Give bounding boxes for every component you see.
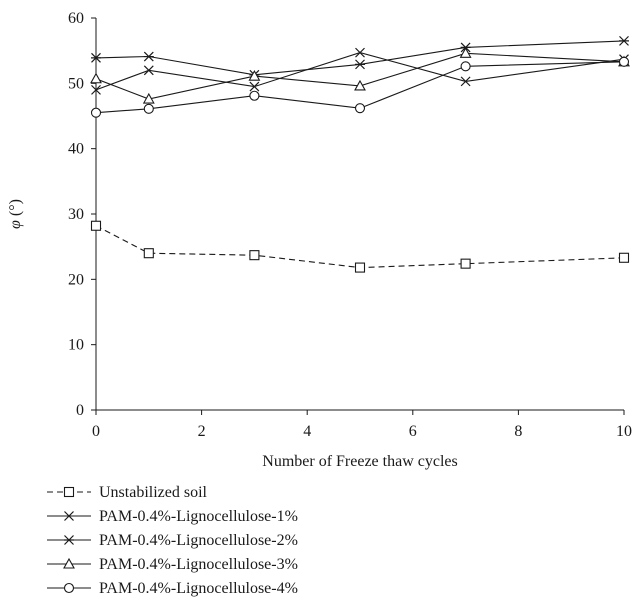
legend-marker	[63, 486, 75, 498]
data-point-marker	[91, 52, 101, 63]
data-point-marker	[248, 70, 261, 81]
data-point-marker	[143, 248, 154, 259]
legend-marker	[63, 582, 75, 594]
legend-item: PAM-0.4%-Lignocellulose-1%	[47, 508, 298, 525]
y-tick-label: 0	[76, 402, 84, 419]
data-point-marker	[459, 47, 472, 58]
data-point-marker	[460, 258, 471, 269]
y-tick-label: 60	[68, 10, 84, 27]
legend-label: PAM-0.4%-Lignocellulose-1%	[99, 508, 298, 525]
y-axis-title: φ (°)	[7, 199, 24, 229]
y-tick-label: 50	[68, 75, 84, 92]
x-tick-label: 0	[92, 423, 100, 440]
data-point-marker	[354, 79, 366, 91]
legend-label: PAM-0.4%-Lignocellulose-4%	[99, 580, 298, 597]
x-tick-label: 10	[616, 423, 632, 440]
legend-label: PAM-0.4%-Lignocellulose-2%	[99, 532, 298, 549]
legend-marker	[63, 557, 75, 569]
data-point-marker	[354, 103, 366, 114]
data-point-marker	[460, 61, 471, 72]
data-point-marker	[90, 72, 102, 84]
y-tick-label: 40	[68, 141, 84, 158]
data-point-marker	[460, 76, 471, 87]
x-tick-label: 6	[409, 423, 417, 440]
series-line	[95, 52, 625, 100]
data-point-marker	[90, 220, 102, 231]
series-line	[95, 61, 625, 114]
x-tick-label: 2	[198, 423, 206, 440]
data-point-marker	[249, 81, 260, 92]
series-line	[95, 40, 625, 76]
data-point-marker	[355, 47, 365, 58]
data-point-marker	[249, 90, 260, 101]
y-tick-label: 20	[68, 271, 84, 288]
legend: Unstabilized soil PAM-0.4%-Lignocellulose…	[47, 484, 298, 597]
data-point-marker	[618, 56, 630, 67]
data-point-marker	[142, 92, 155, 104]
legend-item: PAM-0.4%-Lignocellulose-4%	[47, 580, 298, 597]
data-point-marker	[619, 35, 629, 46]
y-tick-label: 10	[68, 337, 84, 354]
data-point-marker	[90, 107, 102, 118]
x-tick-label: 8	[514, 423, 522, 440]
y-tick-label: 30	[68, 206, 84, 223]
legend-label: PAM-0.4%-Lignocellulose-3%	[99, 556, 298, 573]
series-line	[95, 225, 625, 269]
data-point-marker	[143, 103, 154, 114]
legend-item: Unstabilized soil	[47, 484, 208, 501]
legend-marker	[64, 535, 74, 545]
legend-item: PAM-0.4%-Lignocellulose-3%	[47, 556, 298, 573]
data-point-marker	[354, 262, 366, 273]
data-point-marker	[618, 252, 630, 263]
data-point-marker	[143, 51, 154, 62]
legend-label: Unstabilized soil	[99, 484, 208, 501]
data-point-marker	[355, 59, 365, 70]
x-tick-label: 4	[303, 423, 311, 440]
x-axis-title: Number of Freeze thaw cycles	[262, 453, 457, 470]
data-point-marker	[91, 84, 101, 95]
legend-marker	[64, 511, 74, 521]
data-point-marker	[249, 250, 260, 261]
data-point-marker	[143, 65, 154, 76]
legend-item: PAM-0.4%-Lignocellulose-2%	[47, 532, 298, 549]
